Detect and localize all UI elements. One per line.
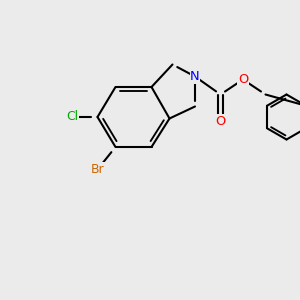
- Text: N: N: [190, 70, 200, 83]
- Text: Cl: Cl: [66, 110, 78, 124]
- Text: Br: Br: [91, 163, 104, 176]
- Text: O: O: [215, 115, 226, 128]
- Text: O: O: [238, 73, 248, 86]
